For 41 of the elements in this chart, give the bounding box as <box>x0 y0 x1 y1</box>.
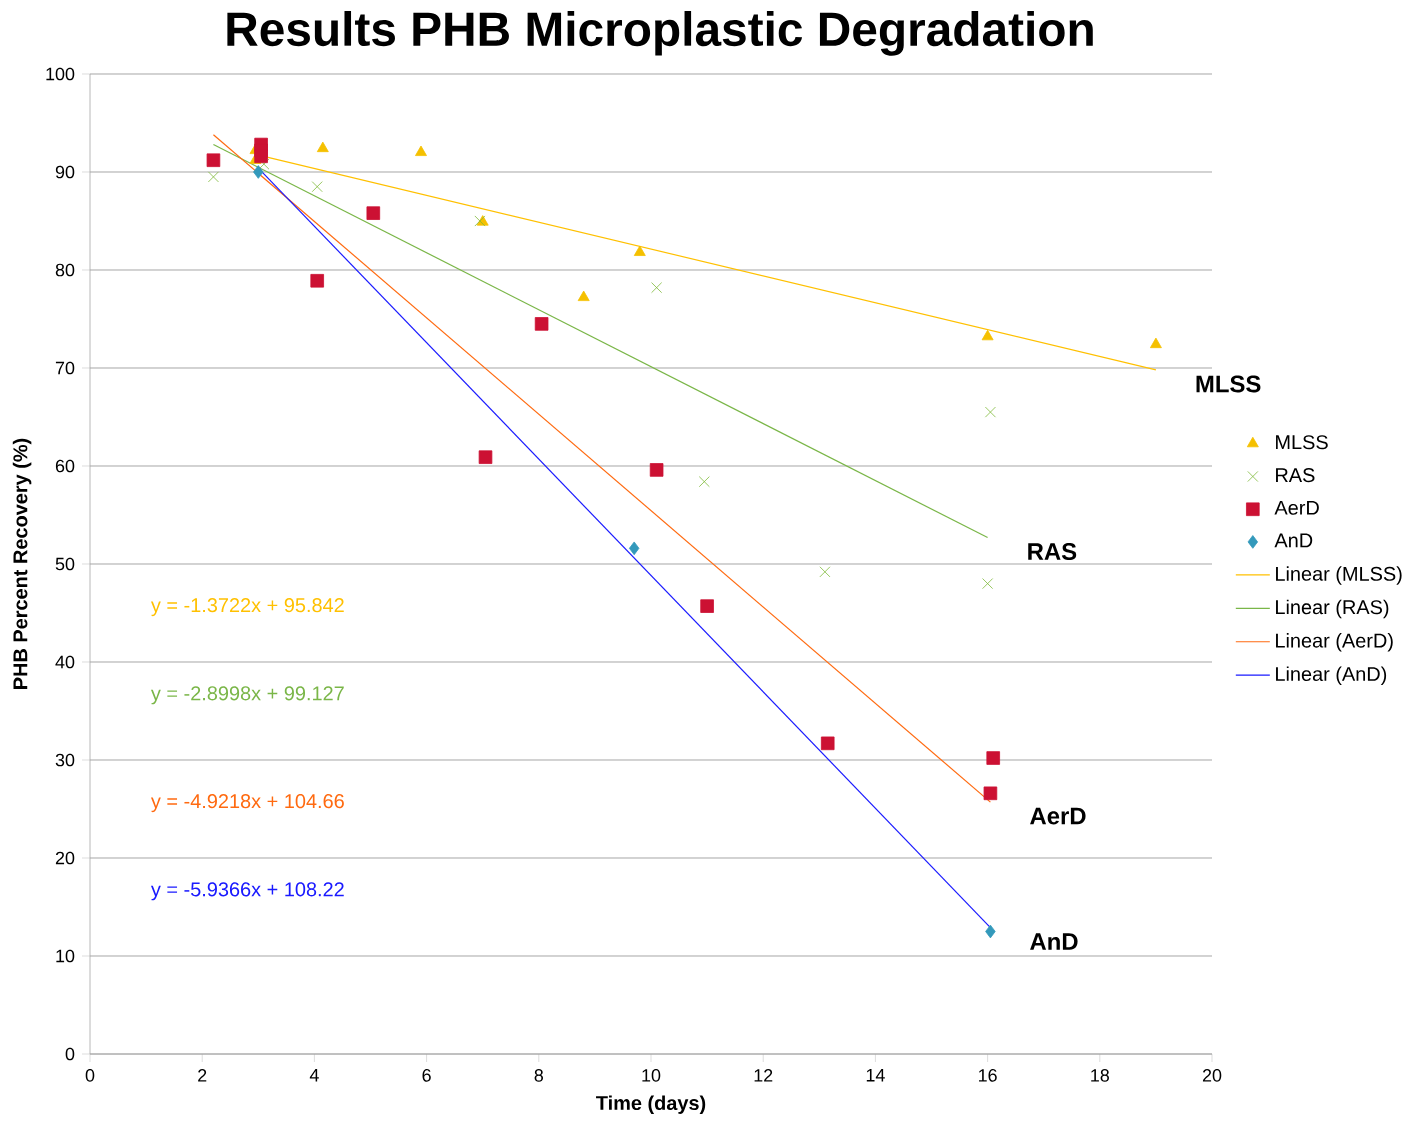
x-tick-label: 16 <box>979 1069 997 1082</box>
legend-label: Linear (AnD) <box>1276 666 1387 685</box>
annotation: y = -4.9218x + 104.66 <box>150 794 344 813</box>
x-tick-label: 0 <box>85 1069 95 1082</box>
x-tick-label: 12 <box>754 1069 773 1082</box>
x-tick-label: 18 <box>1091 1069 1109 1082</box>
legend-label: Linear (RAS) <box>1276 599 1389 619</box>
annotation: RAS <box>1028 543 1077 560</box>
chart-title: Results PHB Microplastic Degradation <box>227 11 1093 56</box>
y-tick-label: 100 <box>46 67 75 81</box>
x-tick-label: 2 <box>198 1069 207 1082</box>
y-tick-label: 50 <box>55 557 75 571</box>
x-tick-label: 20 <box>1202 1069 1222 1082</box>
y-tick-label: 40 <box>55 655 75 669</box>
x-tick-label: 8 <box>534 1069 544 1082</box>
x-axis-title: Time (days) <box>596 1095 706 1114</box>
x-tick-label: 6 <box>422 1069 431 1082</box>
x-tick-label: 4 <box>309 1069 319 1082</box>
legend-label: AerD <box>1274 500 1319 515</box>
y-tick-label: 70 <box>55 361 75 375</box>
y-axis-title: PHB Percent Recovery (%) <box>12 438 32 689</box>
y-tick-label: 20 <box>55 851 75 865</box>
annotation: y = -5.9366x + 108.22 <box>150 882 344 901</box>
annotation: AerD <box>1030 807 1086 825</box>
legend-label: RAS <box>1276 468 1315 483</box>
x-tick-label: 10 <box>642 1069 661 1082</box>
y-tick-label: 60 <box>55 459 75 473</box>
y-tick-label: 30 <box>55 753 75 767</box>
legend-label: Linear (AerD) <box>1276 633 1393 652</box>
y-tick-label: 90 <box>55 165 75 179</box>
legend-label: Linear (MLSS) <box>1276 566 1402 585</box>
annotation: AnD <box>1030 933 1078 950</box>
legend-label: MLSS <box>1276 435 1328 450</box>
annotation: MLSS <box>1196 375 1261 393</box>
y-tick-label: 80 <box>55 263 75 277</box>
annotation: y = -1.3722x + 95.842 <box>150 598 344 617</box>
y-tick-label: 10 <box>56 949 75 963</box>
x-tick-label: 14 <box>866 1069 885 1082</box>
y-tick-label: 0 <box>65 1047 75 1061</box>
annotation: y = -2.8998x + 99.127 <box>150 686 344 705</box>
legend-label: AnD <box>1274 533 1313 548</box>
